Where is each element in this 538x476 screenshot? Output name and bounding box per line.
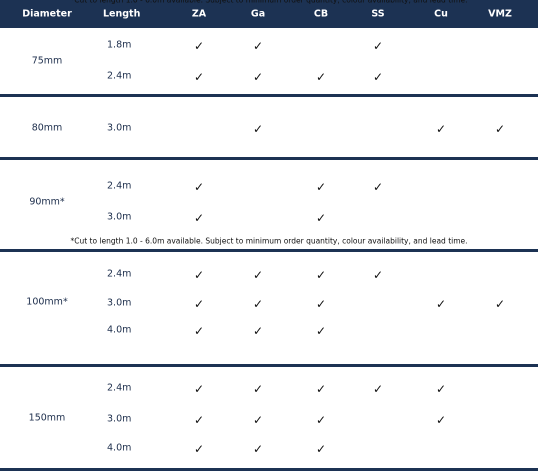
separator: [0, 249, 538, 252]
checkmark: ✓: [315, 442, 327, 456]
checkmark: ✓: [252, 442, 264, 456]
checkmark: ✓: [193, 39, 205, 53]
checkmark: ✓: [494, 297, 506, 311]
checkmark: ✓: [494, 122, 506, 136]
footnote: *Cut to length 1.0 - 6.0m available. Sub…: [70, 0, 468, 5]
column-header: CB: [313, 8, 329, 20]
length: 1.8m: [107, 39, 132, 51]
checkmark: ✓: [315, 297, 327, 311]
checkmark: ✓: [435, 413, 447, 427]
diameter: 100mm*: [26, 296, 68, 308]
header-band: [0, 0, 538, 28]
checkmark: ✓: [315, 382, 327, 396]
separator: [0, 94, 538, 97]
diameter: 150mm: [28, 412, 66, 424]
column-header: Length: [103, 8, 141, 20]
checkmark: ✓: [372, 39, 384, 53]
separator: [0, 157, 538, 160]
checkmark: ✓: [372, 70, 384, 84]
checkmark: ✓: [193, 413, 205, 427]
checkmark: ✓: [252, 382, 264, 396]
checkmark: ✓: [252, 324, 264, 338]
column-header: Diameter: [22, 8, 72, 20]
length: 3.0m: [107, 211, 132, 223]
checkmark: ✓: [252, 122, 264, 136]
checkmark: ✓: [193, 297, 205, 311]
checkmark: ✓: [315, 413, 327, 427]
checkmark: ✓: [435, 122, 447, 136]
checkmark: ✓: [315, 324, 327, 338]
checkmark: ✓: [252, 39, 264, 53]
checkmark: ✓: [372, 268, 384, 282]
column-header: VMZ: [488, 8, 512, 20]
checkmark: ✓: [252, 413, 264, 427]
length: 4.0m: [107, 442, 132, 454]
length: 2.4m: [107, 70, 132, 82]
length: 2.4m: [107, 268, 132, 280]
checkmark: ✓: [252, 297, 264, 311]
diameter: 80mm: [31, 122, 63, 134]
column-header: ZA: [191, 8, 207, 20]
checkmark: ✓: [193, 382, 205, 396]
checkmark: ✓: [372, 382, 384, 396]
checkmark: ✓: [435, 382, 447, 396]
checkmark: ✓: [193, 70, 205, 84]
column-header: SS: [371, 8, 385, 20]
checkmark: ✓: [372, 180, 384, 194]
separator: [0, 468, 538, 471]
footnote: *Cut to length 1.0 - 6.0m available. Sub…: [70, 236, 468, 246]
column-header: Ga: [250, 8, 266, 20]
separator: [0, 364, 538, 367]
checkmark: ✓: [193, 268, 205, 282]
checkmark: ✓: [193, 180, 205, 194]
checkmark: ✓: [315, 268, 327, 282]
checkmark: ✓: [315, 211, 327, 225]
checkmark: ✓: [193, 442, 205, 456]
checkmark: ✓: [252, 70, 264, 84]
checkmark: ✓: [435, 297, 447, 311]
diameter: 90mm*: [29, 196, 65, 207]
checkmark: ✓: [315, 180, 327, 194]
length: 2.4m: [107, 382, 132, 394]
length: 3.0m: [107, 122, 132, 134]
checkmark: ✓: [193, 324, 205, 338]
length: 4.0m: [107, 324, 132, 336]
length: 2.4m: [107, 180, 132, 192]
length: 3.0m: [107, 297, 132, 309]
checkmark: ✓: [315, 70, 327, 84]
checkmark: ✓: [252, 268, 264, 282]
checkmark: ✓: [193, 211, 205, 225]
diameter: 75mm: [31, 55, 63, 66]
column-header: Cu: [434, 8, 448, 20]
length: 3.0m: [107, 413, 132, 425]
